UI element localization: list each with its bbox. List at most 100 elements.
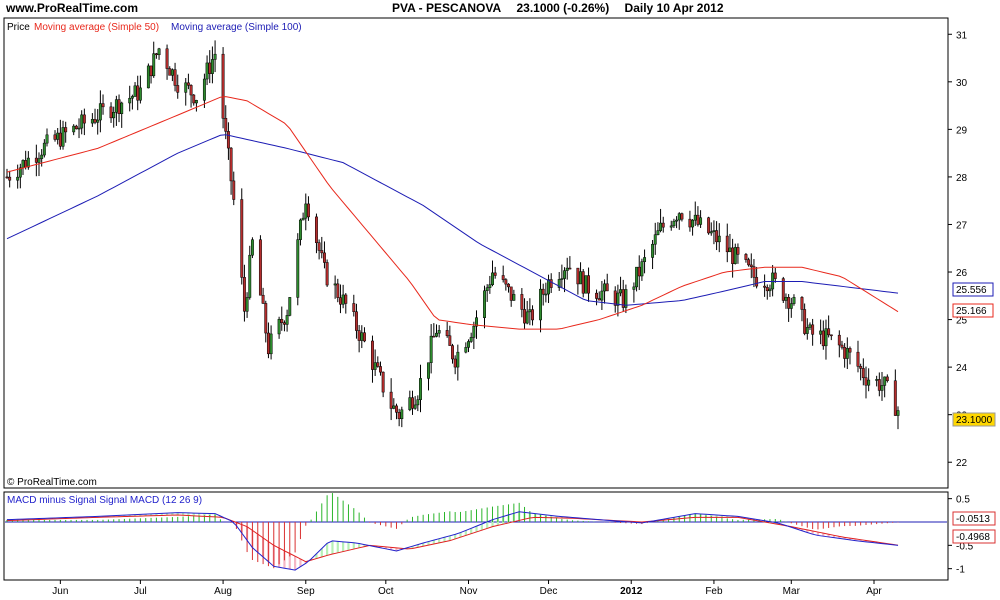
candle — [464, 342, 468, 354]
candle — [133, 82, 137, 97]
candle-body — [656, 230, 660, 235]
candle — [680, 212, 684, 222]
price-y-tick-label: 25 — [956, 316, 968, 327]
candle — [520, 288, 524, 318]
candle — [637, 255, 641, 291]
candle-body — [821, 330, 825, 347]
signal-line — [6, 514, 899, 563]
candle — [34, 144, 38, 177]
candle — [541, 283, 545, 306]
candle-body — [184, 82, 188, 93]
candle — [736, 243, 740, 264]
candle-body — [258, 239, 262, 296]
price-y-tick-label: 24 — [956, 363, 968, 374]
candle-body — [771, 272, 775, 290]
candle — [112, 106, 116, 128]
candle-body — [659, 222, 663, 231]
price-y-tick-label: 26 — [956, 268, 968, 279]
candle — [157, 47, 161, 60]
candle-body — [747, 259, 751, 266]
candle-body — [429, 335, 433, 363]
candle-body — [226, 131, 230, 149]
candle-body — [170, 69, 174, 76]
candle — [453, 355, 457, 375]
candle — [493, 266, 497, 279]
candle-body — [40, 154, 44, 159]
candle-body — [605, 283, 609, 292]
candle — [597, 291, 601, 301]
candle — [397, 408, 401, 427]
candle — [90, 113, 94, 127]
candle — [651, 239, 655, 270]
candle — [232, 171, 236, 206]
candle — [864, 366, 868, 399]
candle-body — [472, 325, 476, 338]
candle — [691, 219, 695, 236]
candle-body — [208, 62, 212, 74]
candle — [581, 268, 585, 298]
candle-body — [707, 217, 711, 234]
candle-body — [130, 96, 134, 99]
candle — [213, 40, 217, 73]
candle — [829, 334, 833, 341]
candle-body — [787, 297, 791, 309]
candle-body — [146, 65, 150, 89]
candle — [483, 285, 486, 329]
candle — [875, 375, 879, 387]
candle-body — [266, 332, 270, 355]
candle — [240, 188, 244, 285]
candle — [285, 309, 289, 332]
candle — [250, 237, 254, 259]
candle — [699, 210, 703, 228]
candle — [819, 319, 823, 345]
candle — [752, 259, 756, 288]
candle — [749, 253, 753, 279]
candle — [805, 318, 809, 340]
candle-body — [264, 303, 268, 334]
candle — [661, 216, 665, 233]
candle — [208, 50, 212, 84]
candle-body — [229, 147, 233, 182]
last-price-box — [952, 412, 996, 427]
candle-body — [893, 380, 897, 416]
candle-body — [250, 239, 254, 256]
candle — [605, 273, 609, 292]
candle — [880, 371, 884, 401]
candle-body — [811, 324, 815, 335]
candle-body — [877, 379, 881, 391]
candle — [677, 212, 681, 230]
legend-price: Price — [7, 22, 30, 33]
candle-body — [416, 399, 420, 406]
candle — [355, 303, 358, 339]
candle-body — [600, 290, 604, 301]
candle — [82, 108, 86, 136]
candle-body — [24, 160, 28, 168]
candle — [357, 324, 361, 353]
candle-body — [731, 247, 735, 264]
candle — [469, 332, 473, 343]
candle — [226, 122, 230, 160]
candle-body — [864, 377, 868, 386]
candle-body — [803, 309, 807, 334]
candle-body — [528, 309, 532, 313]
candle-body — [37, 158, 41, 163]
candle-body — [152, 53, 156, 77]
candle-body — [613, 290, 617, 306]
candle — [557, 272, 561, 291]
candle-body — [288, 297, 292, 316]
candle — [728, 233, 732, 253]
candle-body — [523, 309, 526, 324]
candle — [202, 73, 206, 108]
candle — [373, 349, 377, 376]
candle-body — [261, 294, 265, 304]
candle-body — [827, 328, 831, 336]
candle — [656, 222, 660, 236]
candle-body — [736, 247, 740, 255]
candle — [653, 222, 657, 255]
candle — [176, 74, 180, 99]
candle — [280, 306, 284, 331]
candle — [672, 218, 676, 228]
candle-body — [101, 103, 105, 108]
candle-body — [712, 230, 716, 232]
candle-body — [464, 347, 468, 353]
